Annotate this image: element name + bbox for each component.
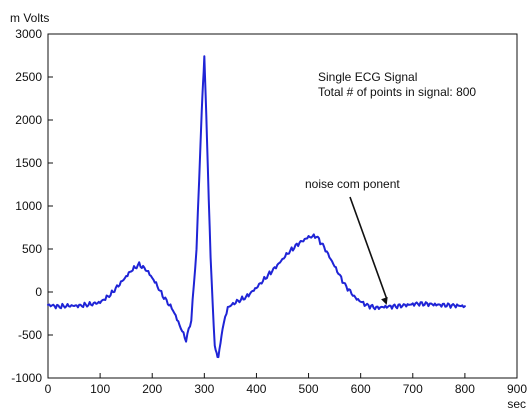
chart-annotation-line-1: Total # of points in signal: 800 xyxy=(318,85,476,99)
x-tick-label-9: 900 xyxy=(507,382,527,396)
plot-frame xyxy=(47,33,518,379)
y-tick-label-4: 1000 xyxy=(15,199,42,213)
ecg-series-line xyxy=(47,55,466,359)
y-tick-label-5: 500 xyxy=(22,242,42,256)
x-axis-label: sec xyxy=(507,397,526,410)
y-tick-label-7: -500 xyxy=(18,328,42,342)
x-tick-label-5: 500 xyxy=(299,382,319,396)
x-tick-label-1: 100 xyxy=(90,382,110,396)
series-layer xyxy=(47,55,466,359)
y-tick-label-3: 1500 xyxy=(15,156,42,170)
y-tick-label-0: 3000 xyxy=(15,27,42,41)
y-tick-label-6: 0 xyxy=(35,285,42,299)
x-tick-label-3: 300 xyxy=(194,382,214,396)
noise-annotation-arrow-line xyxy=(349,196,388,300)
y-tick-label-1: 2500 xyxy=(15,70,42,84)
y-tick-label-8: -1000 xyxy=(11,371,42,385)
y-tick-label-2: 2000 xyxy=(15,113,42,127)
noise-annotation-arrowhead xyxy=(381,296,388,305)
x-tick-label-6: 600 xyxy=(351,382,371,396)
y-axis-label: m Volts xyxy=(10,11,49,25)
text-layer: 0 100 200 300 400 500 600 700 800 900 3000 2500 2000… xyxy=(10,11,527,410)
x-tick-label-2: 200 xyxy=(142,382,162,396)
noise-annotation-label: noise com ponent xyxy=(305,177,400,191)
x-tick-label-8: 800 xyxy=(455,382,475,396)
x-tick-label-0: 0 xyxy=(45,382,52,396)
axes-layer xyxy=(47,33,518,379)
chart-annotation-line-0: Single ECG Signal xyxy=(318,70,417,84)
x-tick-label-7: 700 xyxy=(403,382,423,396)
x-tick-label-4: 400 xyxy=(246,382,266,396)
